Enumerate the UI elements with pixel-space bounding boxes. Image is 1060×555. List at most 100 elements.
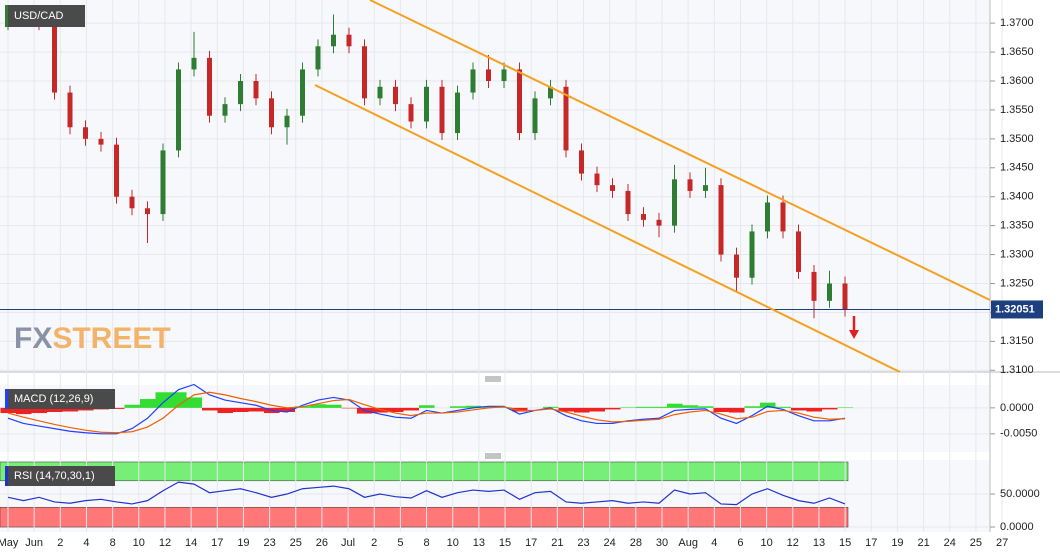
- macd-histogram-bar: [775, 406, 791, 408]
- macd-histogram-bar: [202, 407, 218, 411]
- last-price-label: 1.32051: [995, 303, 1035, 315]
- macd-title: MACD (12,26,9): [14, 393, 93, 405]
- x-tick-label: May: [0, 537, 19, 549]
- rsi-title: RSI (14,70,30,1): [14, 470, 95, 482]
- macd-histogram-bar: [791, 407, 807, 411]
- candle-body: [114, 144, 119, 197]
- candle-body: [284, 115, 290, 128]
- symbol-stripe: [5, 5, 8, 27]
- macd-histogram-bar: [279, 407, 295, 413]
- last-price-box: [991, 300, 1043, 319]
- candle-body: [300, 69, 305, 116]
- candle-body: [98, 138, 104, 145]
- macd-histogram-bar: [465, 405, 481, 408]
- candle-body: [470, 69, 476, 93]
- candle-body: [315, 46, 321, 70]
- x-tick-label: 14: [185, 537, 197, 549]
- macd-histogram-bar: [109, 407, 125, 409]
- macd-histogram-bar: [667, 403, 683, 408]
- candle-body: [129, 196, 135, 209]
- candle-body: [393, 86, 398, 105]
- macd-histogram-bar: [248, 407, 264, 412]
- macd-histogram-bar: [589, 407, 605, 412]
- candle-body: [842, 283, 848, 310]
- candle-body: [424, 86, 429, 122]
- panel-handles: [485, 376, 501, 459]
- candle-body: [501, 69, 507, 81]
- candle-body: [83, 127, 88, 139]
- x-tick-label: 2: [57, 537, 63, 549]
- logo-fx: FX: [14, 322, 52, 355]
- candle-body: [176, 69, 181, 151]
- candle-body: [641, 214, 646, 220]
- x-tick-label: 24: [604, 537, 616, 549]
- candle-body: [222, 104, 228, 116]
- x-tick-label: 26: [316, 537, 328, 549]
- candle-body: [625, 190, 631, 215]
- candle-body: [687, 179, 693, 191]
- macd-histogram-bar: [837, 407, 853, 408]
- candle-body: [331, 34, 336, 47]
- macd-histogram-bar: [186, 397, 202, 408]
- y-tick-label: 1.3450: [1000, 162, 1034, 174]
- x-tick-label: 23: [577, 537, 589, 549]
- candle-body: [346, 34, 352, 47]
- macd-histogram-bar: [140, 399, 156, 408]
- channel-upper: [369, 0, 991, 301]
- y-tick-label: 1.3600: [1000, 75, 1034, 87]
- x-tick-label: 24: [944, 537, 956, 549]
- macd-histogram-bar: [682, 405, 698, 408]
- candle-body: [408, 104, 414, 122]
- macd-histogram-bar: [620, 407, 636, 408]
- x-tick-label: 10: [133, 537, 145, 549]
- candle-body: [749, 231, 755, 278]
- oversold-band: [0, 506, 849, 528]
- x-tick-label: 17: [865, 537, 877, 549]
- y-tick-label: 1.3400: [1000, 191, 1034, 203]
- macd-histogram-bar: [651, 406, 667, 408]
- candle-body: [548, 86, 553, 99]
- candle-body: [734, 254, 739, 278]
- y-tick-label: 1.3700: [1000, 17, 1034, 29]
- candle-body: [160, 150, 166, 215]
- x-tick-label: 15: [499, 537, 511, 549]
- macd-signal-line: [7, 391, 846, 434]
- y-tick-label: 1.3150: [1000, 335, 1034, 347]
- x-tick-label: 8: [110, 537, 116, 549]
- y-tick-label: 1.3100: [1000, 364, 1034, 376]
- candle-body: [145, 208, 150, 215]
- x-tick-label: 21: [917, 537, 929, 549]
- x-tick-label: Aug: [678, 537, 698, 549]
- candle-body: [362, 46, 367, 99]
- y-tick-label: -0.0050: [1000, 428, 1037, 440]
- macd-histogram-bar: [310, 404, 326, 408]
- x-tick-label: 23: [263, 537, 275, 549]
- candle-body: [780, 202, 786, 232]
- logo-street: STREET: [52, 322, 170, 355]
- candle-body: [67, 92, 73, 128]
- candle-body: [610, 185, 615, 191]
- macd-histogram-bar: [78, 407, 94, 411]
- y-tick-label: 1.3650: [1000, 46, 1034, 58]
- symbol-label: USD/CAD: [14, 10, 64, 22]
- x-tick-label: 17: [211, 537, 223, 549]
- macd-histogram-bar: [326, 404, 342, 408]
- candle-body: [563, 86, 569, 151]
- x-tick-label: 25: [290, 537, 302, 549]
- candle-body: [455, 92, 460, 134]
- macd-histogram-bar: [512, 407, 528, 412]
- macd-histogram-bar: [713, 407, 729, 413]
- macd-histogram-bar: [155, 392, 171, 408]
- down-arrow: [849, 316, 859, 339]
- macd-histogram-bar: [636, 406, 652, 408]
- candle-body: [796, 231, 801, 272]
- x-tick-label: Jun: [25, 537, 43, 549]
- y-tick-label: 1.3550: [1000, 104, 1034, 116]
- candle-body: [532, 98, 538, 134]
- y-tick-label: 1.3250: [1000, 277, 1034, 289]
- channel-lower: [314, 84, 901, 373]
- macd-stripe: [5, 389, 8, 409]
- candle-body: [517, 69, 522, 134]
- macd-histogram-bar: [744, 406, 760, 408]
